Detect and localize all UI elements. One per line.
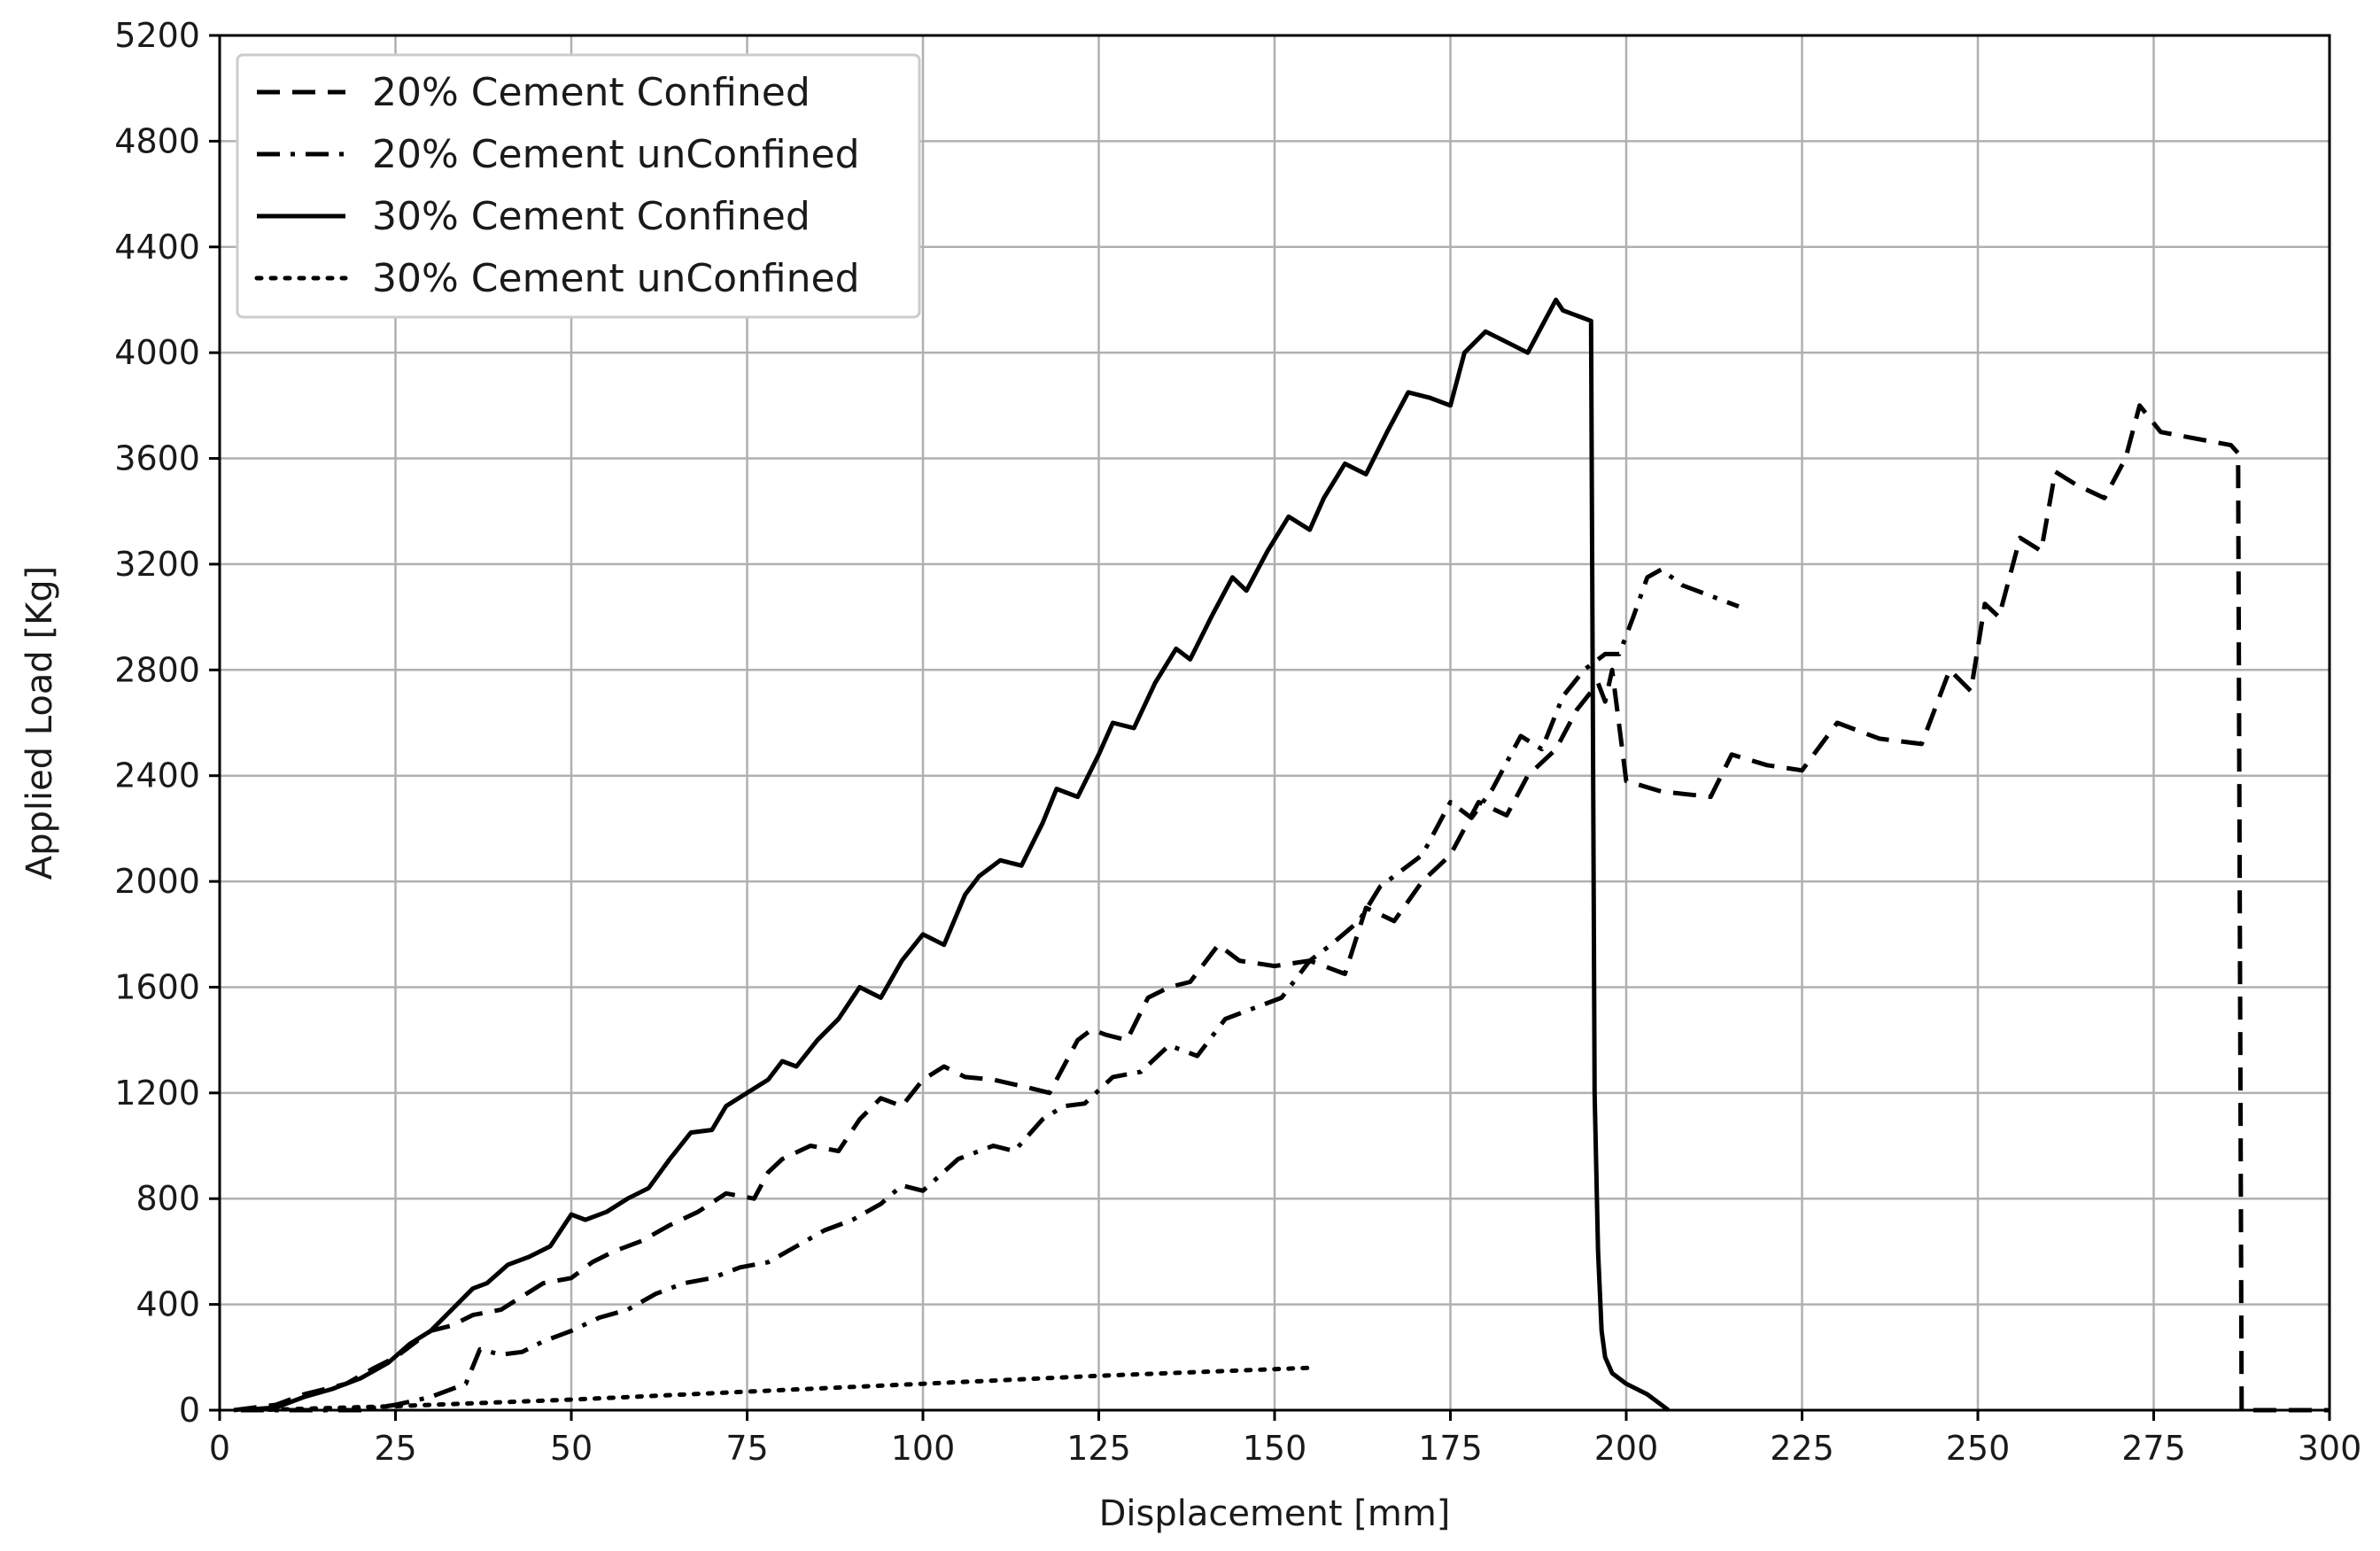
series-line-4 [252,1365,1313,1413]
x-tick-labels: 0 25 50 75 100 125 150 175 200 225 250 275 300 [209,1429,2361,1468]
legend-label-2: 20% Cement unConfined [372,132,860,177]
y-tick-label: 5200 [114,16,200,55]
y-tick-label: 2400 [114,756,200,795]
x-tick-label: 275 [2121,1429,2186,1468]
y-tick-label: 1200 [114,1074,200,1113]
y-tick-label: 4000 [114,333,200,372]
legend-entry-4: 30% Cement unConfined [254,256,860,301]
x-tick-label: 125 [1066,1429,1131,1468]
x-tick-label: 150 [1243,1429,1307,1468]
y-tick-label: 0 [179,1391,200,1430]
series-line-2 [240,567,1740,1413]
x-tick-label: 100 [891,1429,956,1468]
legend: 20% Cement Confined 20% Cement unConfine… [236,53,921,319]
y-tick-label: 2800 [114,650,200,689]
y-tick-label: 400 [136,1285,200,1324]
x-tick-label: 300 [2298,1429,2362,1468]
x-tick-label: 225 [1770,1429,1834,1468]
legend-label-3: 30% Cement Confined [372,194,810,239]
series-line-1 [233,403,2330,1413]
y-tick-label: 2000 [114,862,200,901]
legend-entry-2: 20% Cement unConfined [257,132,860,177]
y-axis-label: Applied Load [Kg] [19,566,60,880]
legend-label-1: 20% Cement Confined [372,70,810,115]
legend-entry-1: 20% Cement Confined [257,70,810,115]
legend-entry-3: 30% Cement Confined [257,194,810,239]
axis-ticks [209,34,2331,1421]
x-tick-label: 50 [550,1429,593,1468]
y-tick-label: 4800 [114,121,200,160]
series-line-3 [240,298,1671,1413]
y-tick-label: 800 [136,1179,200,1218]
y-tick-label: 3600 [114,439,200,478]
x-tick-label: 0 [209,1429,230,1468]
legend-label-4: 30% Cement unConfined [372,256,860,301]
x-tick-label: 200 [1594,1429,1659,1468]
x-tick-label: 250 [1946,1429,2011,1468]
y-tick-label: 4400 [114,228,200,267]
series-lines [233,298,2330,1413]
x-tick-label: 75 [725,1429,768,1468]
legend-box [236,53,921,319]
y-tick-label: 3200 [114,545,200,584]
x-tick-label: 175 [1418,1429,1483,1468]
x-axis-label: Displacement [mm] [1099,1493,1451,1534]
y-tick-labels: 0 400 800 1200 1600 2000 2400 2800 3200 3600 4000 4… [114,16,200,1430]
x-tick-label: 25 [374,1429,416,1468]
y-tick-label: 1600 [114,967,200,1006]
